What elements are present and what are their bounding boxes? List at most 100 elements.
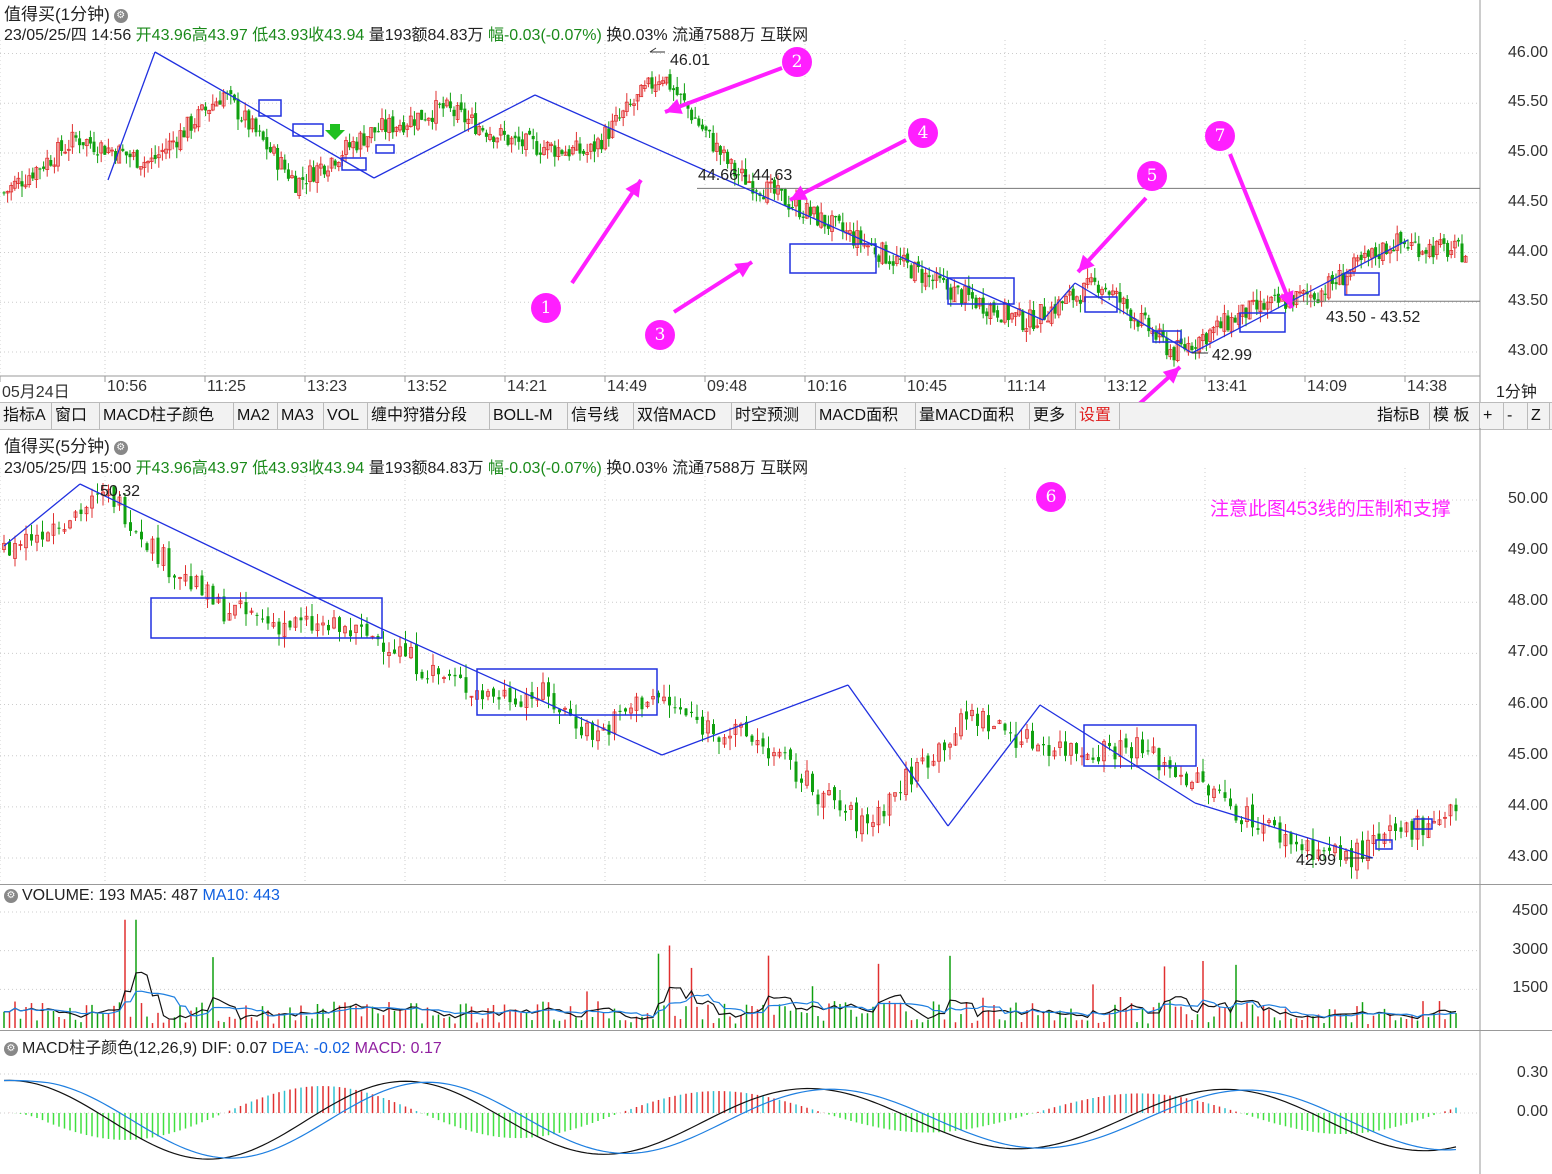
candle-body: [728, 735, 732, 739]
candle-body: [255, 614, 259, 616]
toolbar-item[interactable]: 时空预测: [732, 403, 816, 429]
settings-icon[interactable]: ⚙: [113, 8, 128, 23]
candle-body: [1168, 760, 1172, 769]
toolbar-item[interactable]: 窗口: [52, 403, 100, 429]
candle-body: [657, 81, 662, 86]
candle-body: [706, 720, 710, 734]
candle-body: [448, 101, 452, 109]
top-chart[interactable]: 46.01 44.66 - 44.63 42.99 43.50 - 43.52: [0, 0, 1552, 402]
macd-value: MACD: 0.17: [354, 1040, 442, 1057]
candle-body: [1399, 827, 1403, 832]
y-tick-label: 44.00: [1507, 796, 1548, 814]
toolbar-right-item[interactable]: Z: [1528, 403, 1550, 429]
candle-body: [1071, 288, 1075, 301]
candle-body: [827, 790, 831, 796]
candle-body: [358, 132, 363, 150]
candle-body: [348, 142, 352, 148]
candle-body: [1069, 743, 1073, 756]
candle-body: [1247, 300, 1252, 320]
candle-body: [112, 486, 116, 507]
toolbar-right-item[interactable]: -: [1504, 403, 1528, 429]
candle-body: [1110, 290, 1115, 296]
candle-body: [1179, 774, 1183, 777]
candle-body: [1460, 243, 1464, 263]
settings-icon-2[interactable]: ⚙: [113, 440, 128, 455]
candle-body: [668, 74, 672, 90]
toolbar-item[interactable]: 更多: [1030, 403, 1076, 429]
candle-body: [240, 120, 244, 122]
candle-body: [733, 723, 738, 735]
period-label[interactable]: 1分钟: [1496, 384, 1537, 401]
high-label: 46.01: [670, 52, 710, 69]
candle-body: [498, 128, 503, 136]
info-date: 23/05/25/四 14:56: [4, 27, 132, 44]
candle-body: [171, 140, 176, 143]
candle-body: [426, 678, 429, 680]
candle-body: [981, 710, 985, 729]
candle-body: [23, 184, 28, 188]
toolbar-item[interactable]: BOLL-M: [490, 403, 568, 429]
candle-body: [1064, 295, 1068, 304]
candle-body: [926, 755, 930, 768]
toolbar-item[interactable]: 缠中狩猎分段: [368, 403, 490, 429]
candle-body: [189, 576, 193, 590]
candle-body: [1102, 741, 1106, 762]
candle-body: [380, 118, 384, 131]
toolbar-item[interactable]: MACD面积: [816, 403, 916, 429]
marker-circle-2: 2: [782, 47, 812, 77]
candle-body: [541, 682, 545, 700]
y-tick-label: 44.50: [1507, 192, 1548, 210]
x-tick-label: 13:23: [307, 378, 348, 395]
toolbar-item[interactable]: 设置: [1076, 403, 1120, 429]
candle-body: [542, 147, 546, 155]
y-tick-label: 45.50: [1507, 93, 1548, 111]
candle-body: [1168, 349, 1173, 358]
candle-body: [938, 275, 942, 279]
mid-info-change: 幅-0.03(-0.07%): [487, 460, 602, 477]
toolbar-item[interactable]: MA3: [278, 403, 324, 429]
volume-settings-icon[interactable]: ⚙: [4, 888, 18, 903]
candle-body: [1463, 255, 1468, 263]
candle-body: [1334, 282, 1338, 285]
macd-settings-icon[interactable]: ⚙: [4, 1041, 18, 1056]
candle-body: [1362, 252, 1367, 258]
toolbar-item[interactable]: 量MACD面积: [916, 403, 1030, 429]
candle-body: [78, 138, 82, 146]
candle-body: [336, 162, 341, 168]
mid-chart[interactable]: 50.32 42.99: [0, 428, 1552, 884]
toolbar-item[interactable]: 指标A: [0, 403, 52, 429]
candle-body: [789, 749, 792, 760]
candle-body: [68, 520, 72, 529]
candle-body: [965, 711, 968, 720]
candle-body: [632, 103, 636, 106]
candle-body: [189, 116, 193, 131]
candle-body: [455, 105, 460, 120]
toolbar-item[interactable]: 信号线: [568, 403, 634, 429]
candle-body: [34, 167, 39, 180]
candle-body: [290, 175, 294, 179]
candle-body: [519, 701, 523, 707]
volume-chart[interactable]: [0, 884, 1552, 1030]
candle-body: [20, 181, 24, 187]
toolbar-item[interactable]: MACD柱子颜色: [100, 403, 234, 429]
candle-body: [1240, 820, 1243, 825]
candle-body: [1104, 287, 1108, 290]
candle-body: [798, 197, 802, 218]
toolbar-item[interactable]: VOL: [324, 403, 368, 429]
candle-body: [1143, 312, 1147, 316]
candle-body: [294, 175, 298, 193]
trend-line: [154, 51, 375, 179]
candle-body: [45, 157, 50, 170]
toolbar-item[interactable]: 双倍MACD: [634, 403, 732, 429]
candle-body: [288, 620, 292, 628]
volume-separator: [0, 884, 1552, 885]
toolbar-right-item[interactable]: +: [1480, 403, 1504, 429]
toolbar-right-item[interactable]: 模 板: [1430, 403, 1480, 429]
toolbar-item[interactable]: MA2: [234, 403, 278, 429]
consolidation-box: [258, 99, 282, 117]
candle-body: [266, 616, 270, 624]
candle-body: [780, 188, 784, 191]
macd-chart[interactable]: [0, 1030, 1552, 1174]
mid-title-text: 值得买(5分钟): [4, 437, 110, 456]
toolbar-right-item[interactable]: 指标B: [1374, 403, 1430, 429]
